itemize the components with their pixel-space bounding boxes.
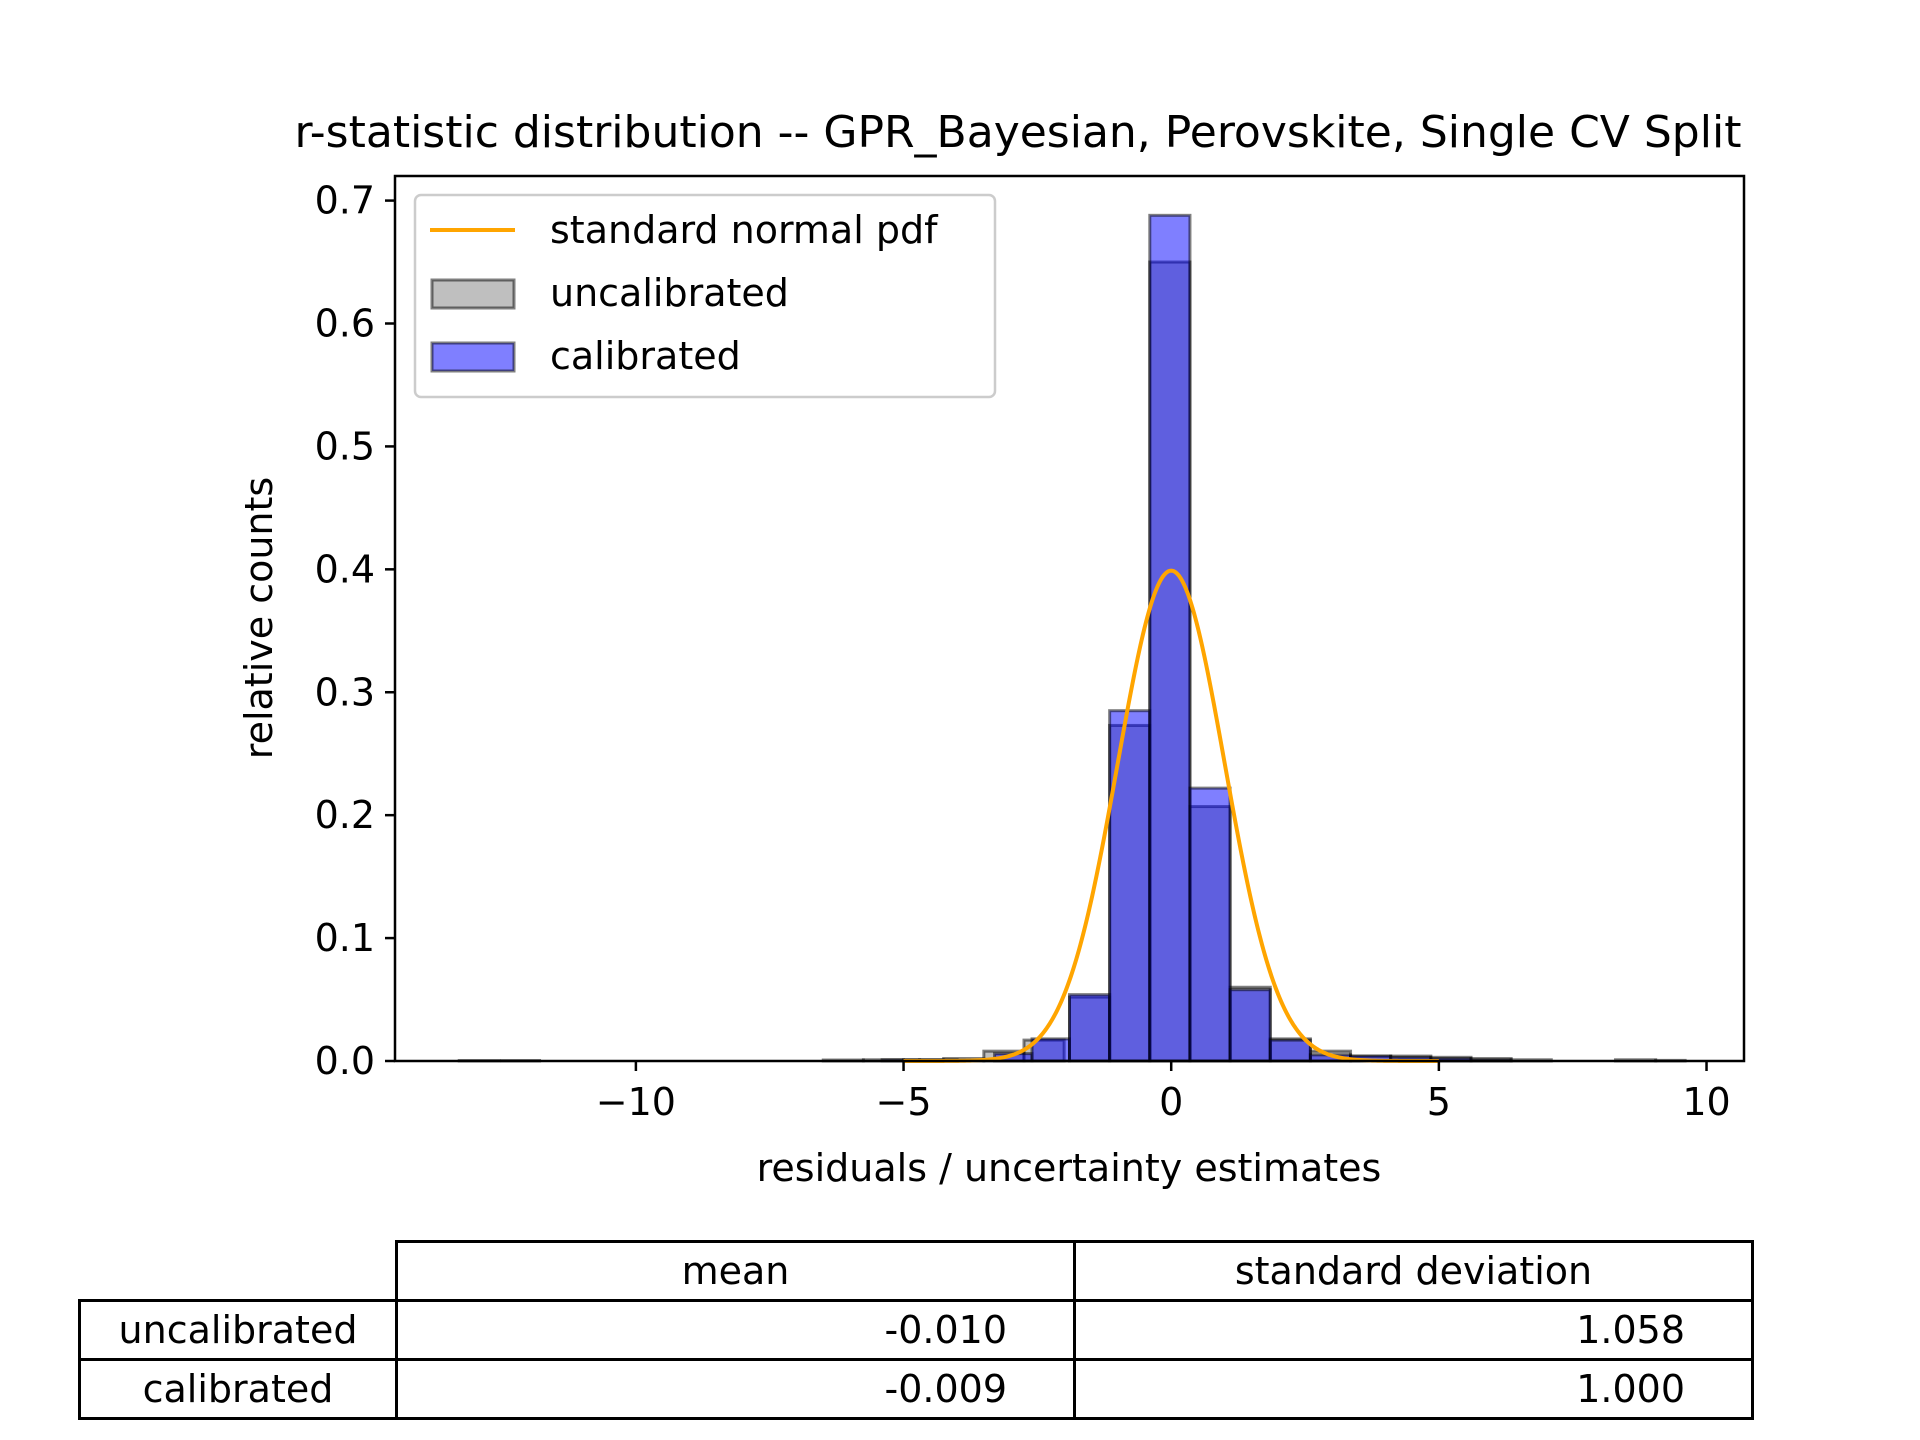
legend: standard normal pdf uncalibrated calibra… bbox=[413, 193, 997, 399]
stats-table: mean standard deviation uncalibrated -0.… bbox=[78, 1240, 1754, 1420]
y-axis-ticks: 0.0 0.1 0.2 0.3 0.4 0.5 0.6 0.7 bbox=[315, 179, 395, 1083]
stats-row-label: uncalibrated bbox=[78, 1299, 398, 1361]
stats-std-value: 1.000 bbox=[1073, 1358, 1754, 1420]
x-axis-label: residuals / uncertainty estimates bbox=[757, 1146, 1382, 1190]
stats-std-value: 1.058 bbox=[1073, 1299, 1754, 1361]
chart-title: r-statistic distribution -- GPR_Bayesian… bbox=[295, 107, 1742, 158]
plot-frame bbox=[393, 174, 1746, 1063]
y-tick-label: 0.7 bbox=[315, 179, 375, 223]
legend-swatch-uncalibrated bbox=[430, 278, 516, 310]
calibrated-bar bbox=[1030, 1037, 1072, 1063]
y-tick-label: 0.0 bbox=[315, 1039, 375, 1083]
calibrated-bar bbox=[1228, 988, 1272, 1063]
legend-box bbox=[413, 193, 997, 399]
y-tick-label: 0.6 bbox=[315, 302, 375, 346]
y-tick-label: 0.4 bbox=[315, 547, 375, 591]
calibrated-bar bbox=[1268, 1038, 1312, 1063]
calibrated-bars bbox=[500, 213, 1513, 1063]
calibrated-bar bbox=[1108, 709, 1152, 1063]
stats-row-label: calibrated bbox=[78, 1358, 398, 1420]
legend-label-uncalibrated: uncalibrated bbox=[550, 271, 789, 315]
stats-header-std: standard deviation bbox=[1073, 1240, 1754, 1302]
stats-mean-value: -0.009 bbox=[395, 1358, 1076, 1420]
y-tick-label: 0.1 bbox=[315, 916, 375, 960]
y-tick-label: 0.5 bbox=[315, 424, 375, 468]
stats-header-row: mean standard deviation bbox=[79, 1240, 1754, 1302]
y-tick-label: 0.3 bbox=[315, 670, 375, 714]
x-tick-label: 0 bbox=[1159, 1080, 1183, 1124]
calibrated-bar bbox=[1068, 993, 1112, 1063]
calibrated-bar bbox=[1148, 213, 1192, 1063]
legend-label-calibrated: calibrated bbox=[550, 334, 741, 378]
x-tick-label: −5 bbox=[876, 1080, 932, 1124]
legend-label-pdf: standard normal pdf bbox=[550, 208, 939, 252]
legend-swatch-calibrated bbox=[430, 341, 516, 373]
x-axis-ticks: −10 −5 0 5 10 bbox=[596, 1061, 1731, 1124]
x-tick-label: 10 bbox=[1682, 1080, 1730, 1124]
stats-row: uncalibrated -0.010 1.058 bbox=[78, 1299, 1754, 1361]
stats-corner bbox=[79, 1241, 398, 1302]
stats-row: calibrated -0.009 1.000 bbox=[78, 1358, 1754, 1420]
x-tick-label: −10 bbox=[596, 1080, 676, 1124]
calibrated-bar bbox=[1188, 786, 1232, 1063]
y-axis-label: relative counts bbox=[237, 477, 281, 759]
normal-pdf-line bbox=[903, 568, 1439, 1063]
y-tick-label: 0.2 bbox=[315, 793, 375, 837]
stats-header-mean: mean bbox=[395, 1240, 1076, 1302]
x-tick-label: 5 bbox=[1427, 1080, 1451, 1124]
stats-mean-value: -0.010 bbox=[395, 1299, 1076, 1361]
